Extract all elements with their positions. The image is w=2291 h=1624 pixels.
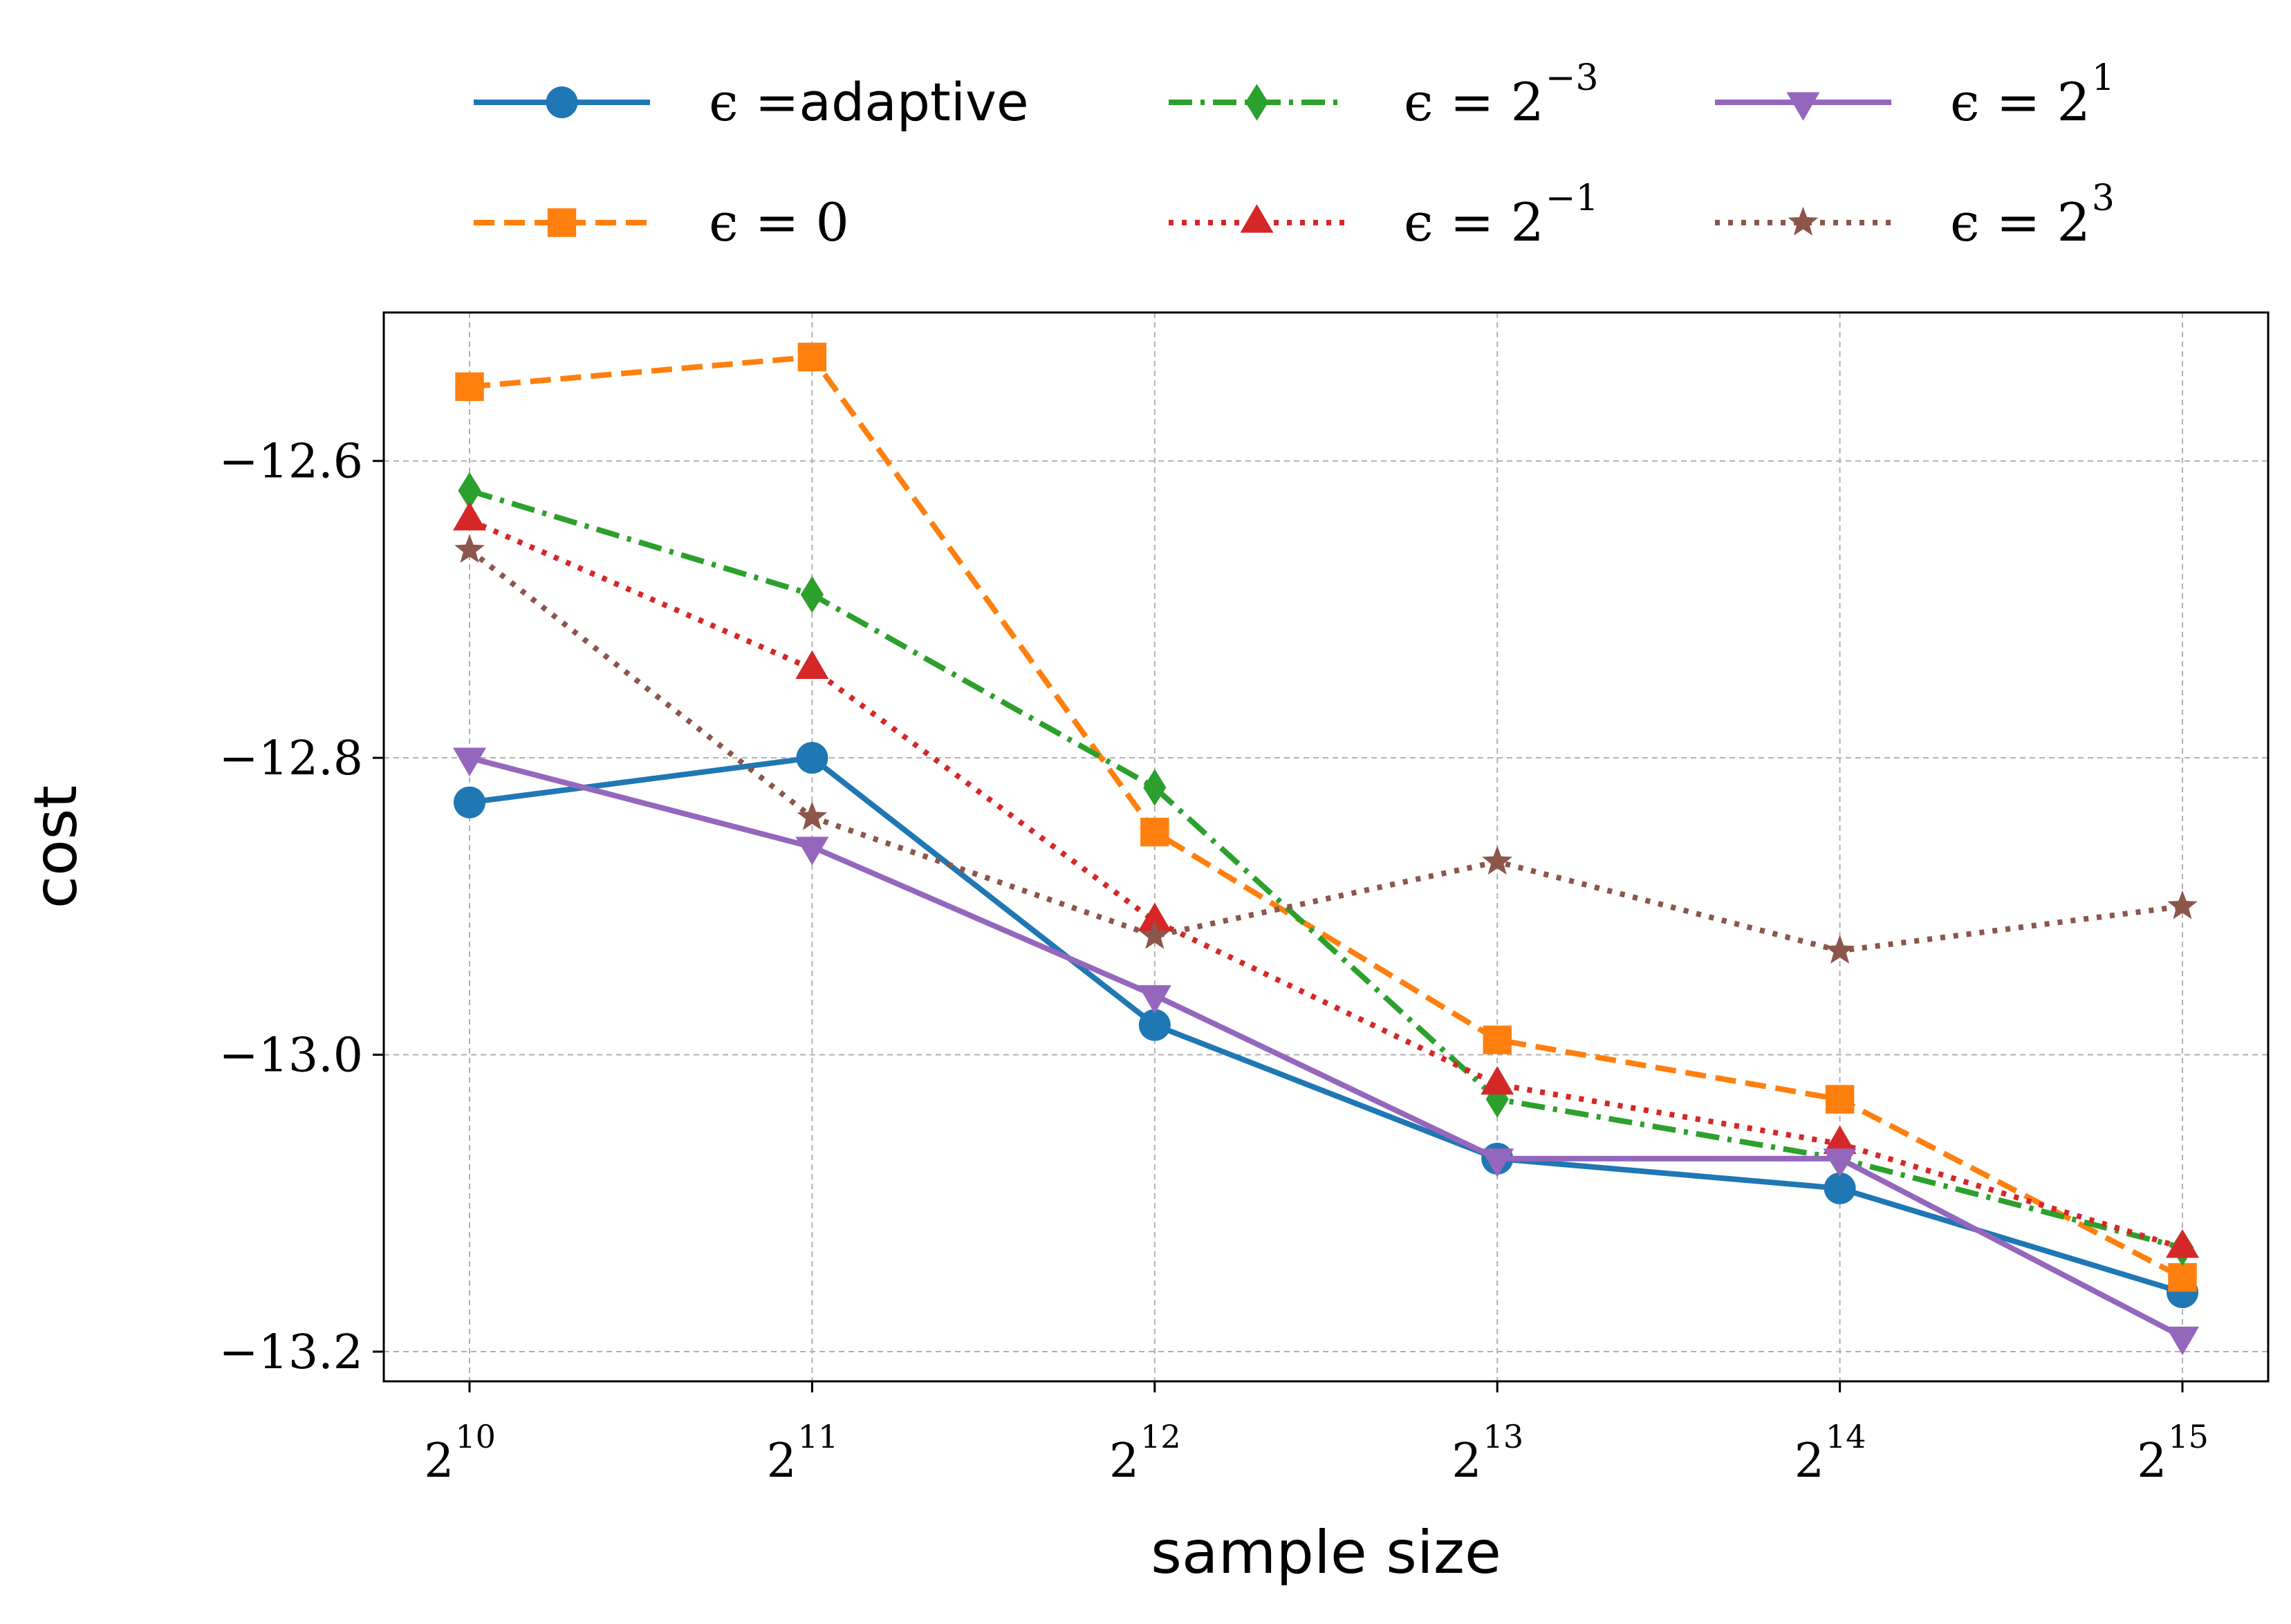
series-1 — [455, 342, 2197, 1292]
plot-frame — [382, 311, 2270, 1383]
legend-item: ϵ = 2−1 — [1169, 178, 1599, 253]
data-point — [455, 372, 484, 402]
data-point — [454, 534, 485, 563]
data-point — [1143, 769, 1167, 806]
legend-label: ϵ = 0 — [709, 192, 849, 253]
data-point — [1823, 1148, 1857, 1177]
data-point — [454, 786, 485, 819]
series-line — [469, 755, 2184, 1295]
data-point — [1138, 1009, 1171, 1041]
series-5 — [454, 534, 2198, 964]
series-line — [468, 487, 2184, 1251]
x-axis-label: sample size — [1151, 1518, 1501, 1587]
data-point — [1138, 902, 1171, 932]
grid-lines — [384, 312, 2268, 1381]
data-point — [1138, 985, 1171, 1014]
x-tick-label: 212 — [1109, 1418, 1181, 1488]
data-point — [452, 501, 487, 531]
legend: ϵ =adaptive ϵ = 0 ϵ = 2−3 ϵ = 2−1 ϵ = 21 ϵ = … — [474, 57, 2115, 253]
legend-marker — [1788, 207, 1819, 236]
legend-marker — [1240, 204, 1274, 233]
data-point — [2165, 1326, 2200, 1356]
y-tick-label: −12.8 — [219, 731, 363, 786]
data-point — [1483, 1025, 1512, 1054]
series-layer — [452, 342, 2200, 1356]
legend-label: ϵ =adaptive — [709, 71, 1029, 133]
x-tick-label: 214 — [1794, 1418, 1866, 1488]
legend-item: ϵ = 21 — [1715, 57, 2115, 133]
data-point — [1140, 817, 1169, 847]
data-point — [796, 742, 828, 774]
y-tick-label: −13.0 — [219, 1029, 363, 1083]
data-point — [1485, 1081, 1509, 1118]
data-point — [797, 801, 828, 830]
series-line — [468, 755, 2184, 1340]
y-tick-label: −12.6 — [219, 435, 363, 489]
data-point — [2168, 1262, 2197, 1292]
legend-label: ϵ = 21 — [1950, 57, 2115, 133]
legend-label: ϵ = 2−3 — [1404, 57, 1599, 133]
data-point — [800, 576, 824, 613]
series-line — [467, 548, 2183, 954]
series-line — [468, 517, 2184, 1251]
legend-label: ϵ = 2−1 — [1404, 178, 1599, 253]
data-point — [1824, 1172, 1856, 1204]
legend-marker — [1786, 92, 1820, 121]
x-tick-label: 211 — [766, 1418, 838, 1488]
series-3 — [452, 501, 2200, 1258]
legend-marker — [1245, 84, 1269, 121]
series-4 — [452, 747, 2200, 1356]
data-point — [1481, 1148, 1514, 1177]
data-point — [795, 837, 829, 866]
series-line — [469, 354, 2184, 1280]
y-tick-label: −13.2 — [219, 1325, 363, 1380]
data-point — [1825, 1085, 1855, 1114]
x-axis: 210 211 212 213 214 215 — [424, 1381, 2209, 1488]
data-point — [795, 650, 829, 680]
series-0 — [454, 742, 2198, 1309]
x-tick-label: 215 — [2137, 1418, 2209, 1488]
legend-marker — [546, 86, 578, 118]
data-point — [1823, 1125, 1857, 1155]
data-point — [458, 472, 481, 510]
y-axis-label: cost — [21, 785, 91, 908]
legend-marker — [547, 208, 577, 237]
y-axis: −12.6 −12.8 −13.0 −13.2 — [219, 435, 384, 1380]
legend-item: ϵ = 0 — [474, 192, 849, 253]
data-point — [1481, 1065, 1514, 1095]
data-point — [2167, 890, 2198, 920]
data-point — [2165, 1229, 2200, 1258]
data-point — [1482, 846, 1513, 875]
legend-item: ϵ =adaptive — [474, 71, 1029, 133]
data-point — [1824, 935, 1855, 964]
legend-item: ϵ = 2−3 — [1169, 57, 1599, 133]
data-point — [797, 342, 827, 372]
x-tick-label: 213 — [1451, 1418, 1523, 1488]
legend-label: ϵ = 23 — [1950, 178, 2115, 253]
data-point — [1139, 920, 1170, 949]
legend-item: ϵ = 23 — [1715, 178, 2115, 253]
x-tick-label: 210 — [424, 1418, 496, 1488]
data-point — [452, 747, 487, 776]
